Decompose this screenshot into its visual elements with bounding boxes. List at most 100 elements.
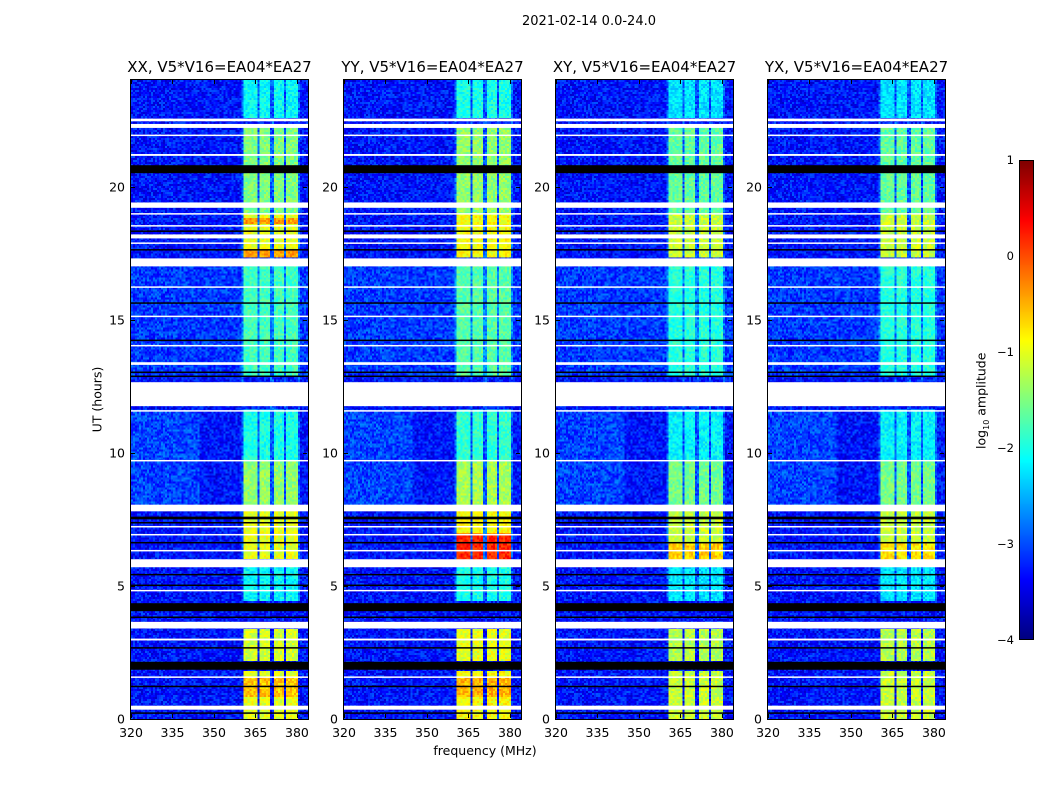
- flagged-data-band: [556, 410, 733, 412]
- flagged-data-band: [556, 676, 733, 678]
- x-tick-mark: [385, 714, 387, 718]
- panel-title: YX, V5*V16=EA04*EA27: [764, 58, 949, 76]
- y-tick-label: 5: [330, 578, 338, 594]
- flagged-data-band: [768, 202, 945, 208]
- zero-data-band: [131, 584, 308, 587]
- x-tick-mark: [131, 80, 132, 84]
- zero-data-band: [344, 661, 521, 670]
- flagged-data-band: [131, 315, 308, 318]
- zero-data-band: [344, 339, 521, 342]
- flagged-data-band: [131, 533, 308, 536]
- x-tick-mark: [255, 80, 257, 84]
- zero-data-band: [131, 712, 308, 714]
- y-tick-label: 5: [542, 578, 550, 594]
- flagged-data-band: [768, 459, 945, 462]
- flagged-data-band: [131, 234, 308, 239]
- y-tick-label: 20: [322, 179, 338, 194]
- x-tick-label: 320: [332, 725, 356, 740]
- panel-title: XX, V5*V16=EA04*EA27: [127, 58, 312, 76]
- zero-data-band: [768, 584, 945, 587]
- zero-data-band: [556, 230, 733, 232]
- colorbar-tick-label: −1: [997, 345, 1014, 359]
- flagged-data-band: [131, 344, 308, 347]
- zero-data-band: [344, 603, 521, 612]
- flagged-data-band: [131, 134, 308, 137]
- flagged-data-band: [768, 525, 945, 528]
- flagged-data-band: [344, 315, 521, 318]
- zero-data-band: [131, 339, 308, 342]
- y-tick-mark: [516, 719, 520, 720]
- zero-data-band: [344, 302, 521, 304]
- flagged-data-band: [131, 362, 308, 365]
- x-tick-label: 335: [160, 725, 185, 740]
- y-tick-mark: [556, 452, 560, 454]
- zero-data-band: [768, 371, 945, 374]
- flagged-data-band: [768, 154, 945, 156]
- y-tick-mark: [556, 585, 560, 587]
- zero-data-band: [768, 249, 945, 251]
- flagged-data-band: [344, 676, 521, 678]
- zero-data-band: [131, 541, 308, 544]
- y-tick-mark: [303, 319, 307, 321]
- flagged-data-band: [768, 344, 945, 347]
- zero-data-band: [344, 371, 521, 374]
- x-tick-mark: [850, 714, 852, 718]
- x-tick-label: 335: [797, 725, 822, 740]
- y-axis-label: UT (hours): [89, 366, 105, 433]
- flagged-data-band: [556, 589, 733, 592]
- flagged-data-band: [344, 382, 521, 407]
- flagged-data-band: [768, 234, 945, 239]
- x-tick-label: 380: [498, 725, 522, 740]
- zero-data-band: [768, 541, 945, 544]
- y-tick-mark: [556, 319, 560, 321]
- flagged-data-band: [556, 134, 733, 137]
- flagged-data-band: [768, 242, 945, 244]
- x-tick-label: 320: [119, 725, 143, 740]
- y-tick-mark: [344, 719, 348, 720]
- y-tick-mark: [940, 719, 944, 720]
- zero-data-band: [768, 647, 945, 649]
- flagged-data-band: [344, 134, 521, 137]
- flagged-data-band: [556, 118, 733, 122]
- flagged-data-band: [768, 504, 945, 512]
- y-tick-mark: [768, 186, 772, 188]
- zero-data-band: [131, 685, 308, 688]
- x-tick-label: 350: [415, 725, 439, 740]
- y-tick-mark: [768, 452, 772, 454]
- flagged-data-band: [768, 286, 945, 288]
- flagged-data-band: [768, 621, 945, 629]
- x-axis-label: frequency (MHz): [433, 743, 537, 758]
- colorbar-label-rest: amplitude: [973, 352, 989, 420]
- y-tick-mark: [131, 452, 135, 454]
- flagged-data-band: [344, 410, 521, 412]
- flagged-data-band: [556, 242, 733, 244]
- flagged-data-band: [344, 118, 521, 122]
- x-tick-mark: [213, 80, 215, 84]
- flagged-data-band: [768, 559, 945, 568]
- flagged-data-band: [131, 213, 308, 215]
- flagged-data-band: [556, 213, 733, 215]
- zero-data-band: [556, 516, 733, 520]
- y-tick-label: 5: [754, 578, 762, 594]
- flagged-data-band: [556, 638, 733, 641]
- zero-data-band: [131, 230, 308, 232]
- flagged-data-band: [556, 559, 733, 568]
- y-tick-mark: [768, 719, 772, 720]
- y-tick-mark: [940, 585, 944, 587]
- zero-data-band: [131, 616, 308, 618]
- flagged-data-band: [131, 242, 308, 244]
- x-tick-mark: [296, 80, 298, 84]
- y-tick-mark: [131, 319, 135, 321]
- flagged-data-band: [131, 549, 308, 552]
- y-tick-mark: [940, 319, 944, 321]
- x-tick-mark: [680, 714, 682, 718]
- x-tick-mark: [344, 80, 345, 84]
- zero-data-band: [131, 302, 308, 304]
- zero-data-band: [344, 712, 521, 714]
- flagged-data-band: [556, 315, 733, 318]
- flagged-data-band: [556, 344, 733, 347]
- flagged-data-band: [131, 504, 308, 512]
- zero-data-band: [131, 371, 308, 374]
- zero-data-band: [556, 339, 733, 342]
- zero-data-band: [131, 521, 308, 524]
